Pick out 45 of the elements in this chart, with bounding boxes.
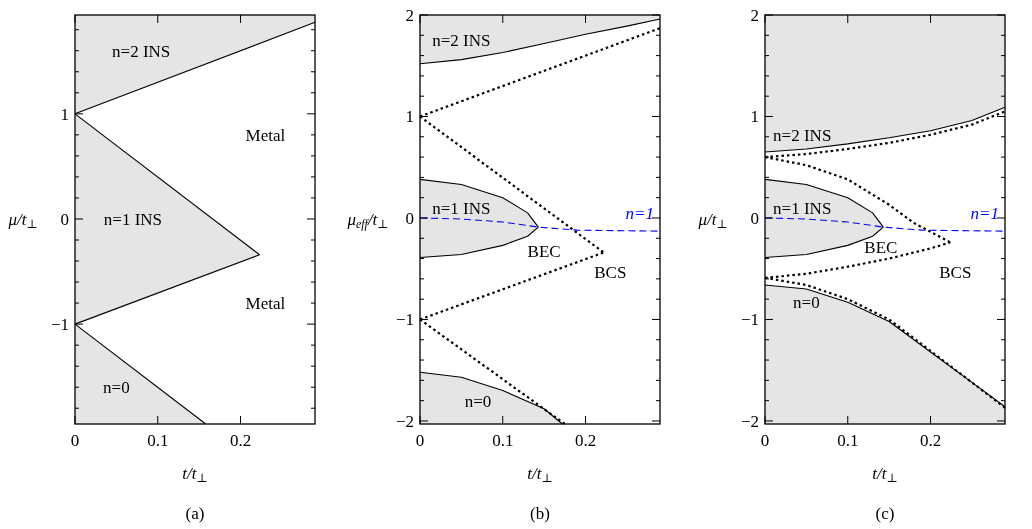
annotation: n=1 INS [432,198,491,218]
y-tick-label: 2 [750,5,759,25]
annotation: BCS [939,262,972,282]
x-tick-label: 0.2 [574,431,597,450]
annotation: Metal [245,294,286,314]
y-axis-title: μ/t$_{⊥}$ [697,210,728,232]
annotation: n=2 INS [432,31,491,51]
series-label: n=1 [625,204,654,224]
y-tick-label: 2 [405,5,414,25]
y-tick-label: −1 [50,315,69,335]
y-tick-label: 0 [60,209,69,229]
x-tick-label: 0.2 [919,431,942,450]
text: (a) [185,504,205,523]
y-tick-label: 0 [405,208,414,228]
annotation: BEC [864,238,898,258]
annotation: n=0 [793,293,820,313]
x-tick-label: 0.1 [492,431,514,450]
x-tick-label: 0.2 [229,431,252,450]
y-tick-label: 1 [60,104,69,124]
x-axis-title: t/t$_{⊥}$ [872,464,898,485]
x-tick-label: 0.1 [147,431,169,450]
annotation: BCS [594,262,627,282]
y-tick-label: 1 [750,107,759,127]
x-axis-title: t/t$_{⊥}$ [182,464,208,485]
y-tick-label: −2 [395,411,414,431]
x-axis-title: t/t$_{⊥}$ [527,464,553,485]
annotation: n=2 INS [773,125,832,145]
y-tick-label: 0 [750,208,759,228]
x-tick-label: 0.1 [837,431,859,450]
y-tick-label: −2 [740,411,759,431]
text: (c) [875,504,895,523]
annotation: n=1 INS [773,198,832,218]
y-tick-label: −1 [740,310,759,330]
annotation: n=0 [103,378,130,398]
annotation: Metal [245,125,286,145]
y-tick-label: −1 [395,310,414,330]
annotation: n=1 INS [103,209,163,229]
y-axis-title: μ/t$_{⊥}$ [7,210,38,232]
annotation: n=0 [464,391,492,411]
y-axis-title: μ$_{eff}$/t$_{⊥}$ [346,210,389,232]
annotation: BEC [527,242,561,262]
series-label: n=1 [970,204,999,224]
text: (b) [530,504,550,523]
y-tick-label: 1 [405,107,414,127]
annotation: n=2 INS [112,41,171,61]
